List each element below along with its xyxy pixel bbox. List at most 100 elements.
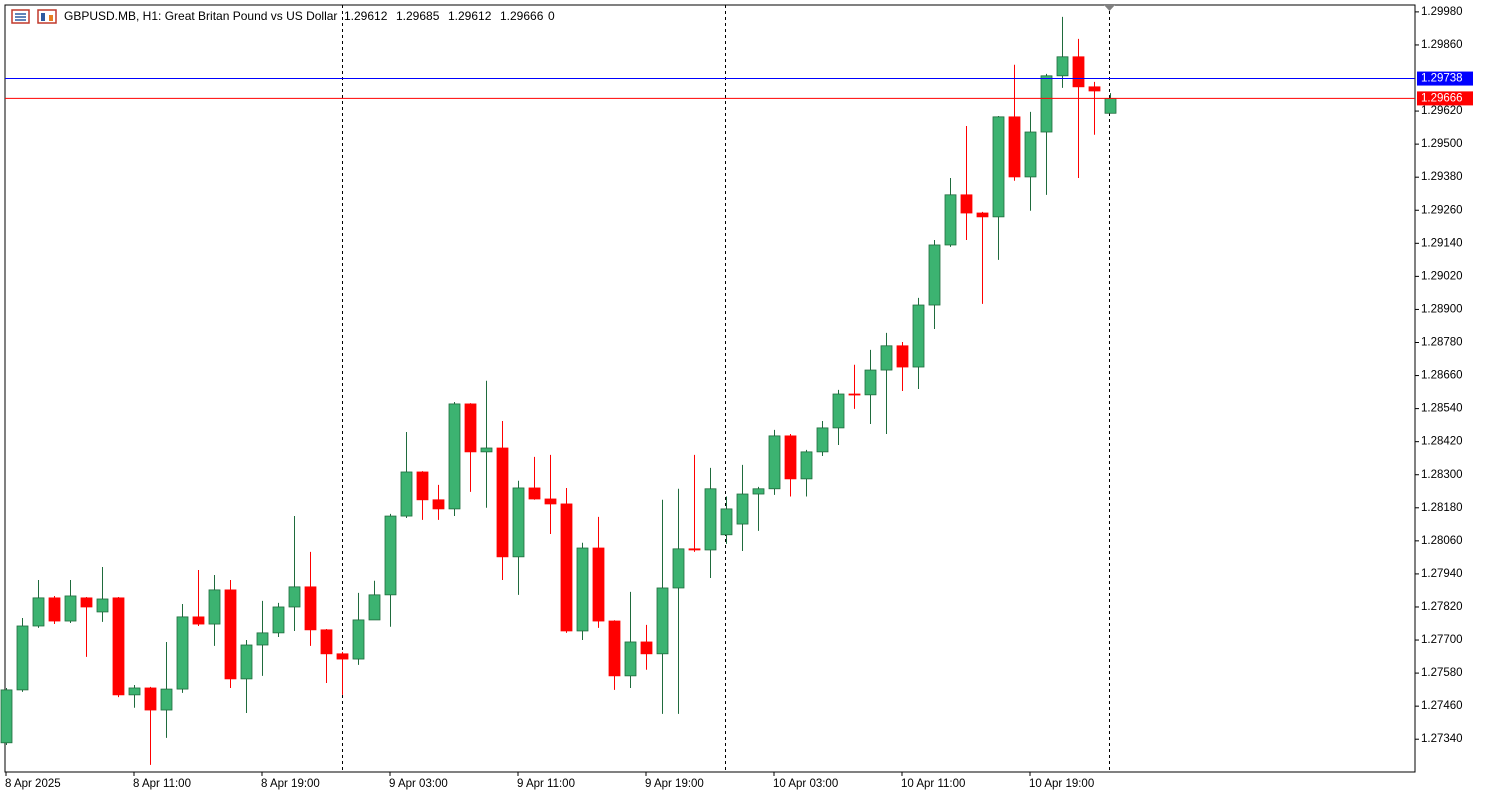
candle-body xyxy=(832,393,845,429)
chart-icon[interactable] xyxy=(37,9,57,24)
candle-body xyxy=(944,194,957,246)
x-tick-label: 8 Apr 11:00 xyxy=(133,778,191,790)
y-tick-label: 1.27340 xyxy=(1421,733,1463,745)
y-tick-label: 1.28180 xyxy=(1421,502,1463,514)
shift-marker[interactable] xyxy=(1104,5,1115,11)
x-tick-label: 8 Apr 19:00 xyxy=(261,778,320,790)
candle-body xyxy=(848,393,861,396)
candle-body xyxy=(544,498,557,505)
candle-body xyxy=(368,594,381,621)
candle-body xyxy=(448,403,461,510)
y-tick-label: 1.29980 xyxy=(1421,6,1463,18)
candle-body xyxy=(864,369,877,396)
header-volume: 0 xyxy=(548,9,555,23)
candle-body xyxy=(784,435,797,480)
candle-body xyxy=(320,629,333,655)
price-label: 1.29738 xyxy=(1421,73,1463,85)
candle-body xyxy=(1040,75,1053,133)
candle-body xyxy=(400,471,413,517)
candle-body xyxy=(512,487,525,558)
y-tick-label: 1.29020 xyxy=(1421,270,1463,282)
y-tick-label: 1.27580 xyxy=(1421,667,1463,679)
candle-body xyxy=(272,606,285,634)
candle-body xyxy=(112,597,125,696)
candle-body xyxy=(1008,116,1021,178)
candle-body xyxy=(192,616,205,625)
x-tick-label: 10 Apr 11:00 xyxy=(901,778,965,790)
y-tick-label: 1.29500 xyxy=(1421,138,1463,150)
candle-body xyxy=(912,304,925,368)
candle-body xyxy=(416,471,429,501)
header-close: 1.29666 xyxy=(500,9,544,23)
candle-body xyxy=(528,487,541,500)
candle-body xyxy=(576,547,589,632)
price-label: 1.29666 xyxy=(1421,92,1463,104)
candle-body xyxy=(240,644,253,680)
candle-body xyxy=(144,687,157,711)
candle-body xyxy=(1088,86,1101,92)
candle-body xyxy=(720,508,733,536)
menu-icon[interactable] xyxy=(11,9,30,24)
candle-body xyxy=(800,451,813,480)
candle-body xyxy=(304,586,317,631)
candle-body xyxy=(752,488,765,495)
x-tick-label: 9 Apr 19:00 xyxy=(645,778,704,790)
candle-body xyxy=(960,194,973,214)
y-tick-label: 1.29260 xyxy=(1421,204,1463,216)
candle-body xyxy=(48,597,61,622)
candle-body xyxy=(480,447,493,453)
candle-body xyxy=(464,403,477,453)
candle-body xyxy=(1024,131,1037,178)
candle-body xyxy=(16,625,29,691)
candle-body xyxy=(768,435,781,490)
candle-body xyxy=(992,116,1005,218)
candle-body xyxy=(80,597,93,608)
candle-body xyxy=(352,619,365,660)
x-tick-label: 8 Apr 2025 xyxy=(5,778,61,790)
x-tick-label: 10 Apr 19:00 xyxy=(1029,778,1094,790)
price-label-box xyxy=(1417,91,1473,106)
candle-body xyxy=(704,488,717,551)
candle-body xyxy=(128,687,141,696)
icon-frame xyxy=(37,9,57,24)
y-tick-label: 1.28900 xyxy=(1421,303,1463,315)
candle-body xyxy=(384,515,397,596)
chart-title: GBPUSD.MB, H1: Great Britan Pound vs US … xyxy=(64,9,337,23)
candle-body xyxy=(288,586,301,608)
candle-body xyxy=(896,345,909,368)
y-tick-label: 1.27820 xyxy=(1421,601,1463,613)
y-tick-label: 1.28540 xyxy=(1421,403,1463,415)
y-tick-label: 1.27700 xyxy=(1421,634,1463,646)
candle-body xyxy=(976,212,989,218)
candle-body xyxy=(592,547,605,622)
y-tick-label: 1.29620 xyxy=(1421,105,1463,117)
candle-body xyxy=(496,447,509,558)
candle-body xyxy=(608,620,621,677)
candle-body xyxy=(160,688,173,711)
y-tick-label: 1.28780 xyxy=(1421,337,1463,349)
x-tick-label: 9 Apr 03:00 xyxy=(389,778,448,790)
y-tick-label: 1.29140 xyxy=(1421,237,1463,249)
candle-body xyxy=(1056,56,1069,77)
y-tick-label: 1.27460 xyxy=(1421,700,1463,712)
candle-body xyxy=(640,641,653,655)
candle-body xyxy=(736,493,749,525)
y-tick-label: 1.27940 xyxy=(1421,568,1463,580)
candle-body xyxy=(432,499,445,510)
candle-body xyxy=(208,589,221,625)
candle-body xyxy=(880,345,893,371)
candle-body xyxy=(256,632,269,646)
candle-body xyxy=(656,587,669,655)
x-tick-label: 10 Apr 03:00 xyxy=(773,778,838,790)
period-separators xyxy=(342,5,1110,772)
candle-body xyxy=(336,653,349,660)
plot-area xyxy=(4,4,1416,773)
candle-body xyxy=(224,589,237,680)
candle-body xyxy=(32,597,45,627)
icon-bar xyxy=(49,15,53,21)
y-tick-label: 1.28300 xyxy=(1421,469,1463,481)
candle-body xyxy=(560,503,573,632)
candle-body xyxy=(1104,97,1117,114)
